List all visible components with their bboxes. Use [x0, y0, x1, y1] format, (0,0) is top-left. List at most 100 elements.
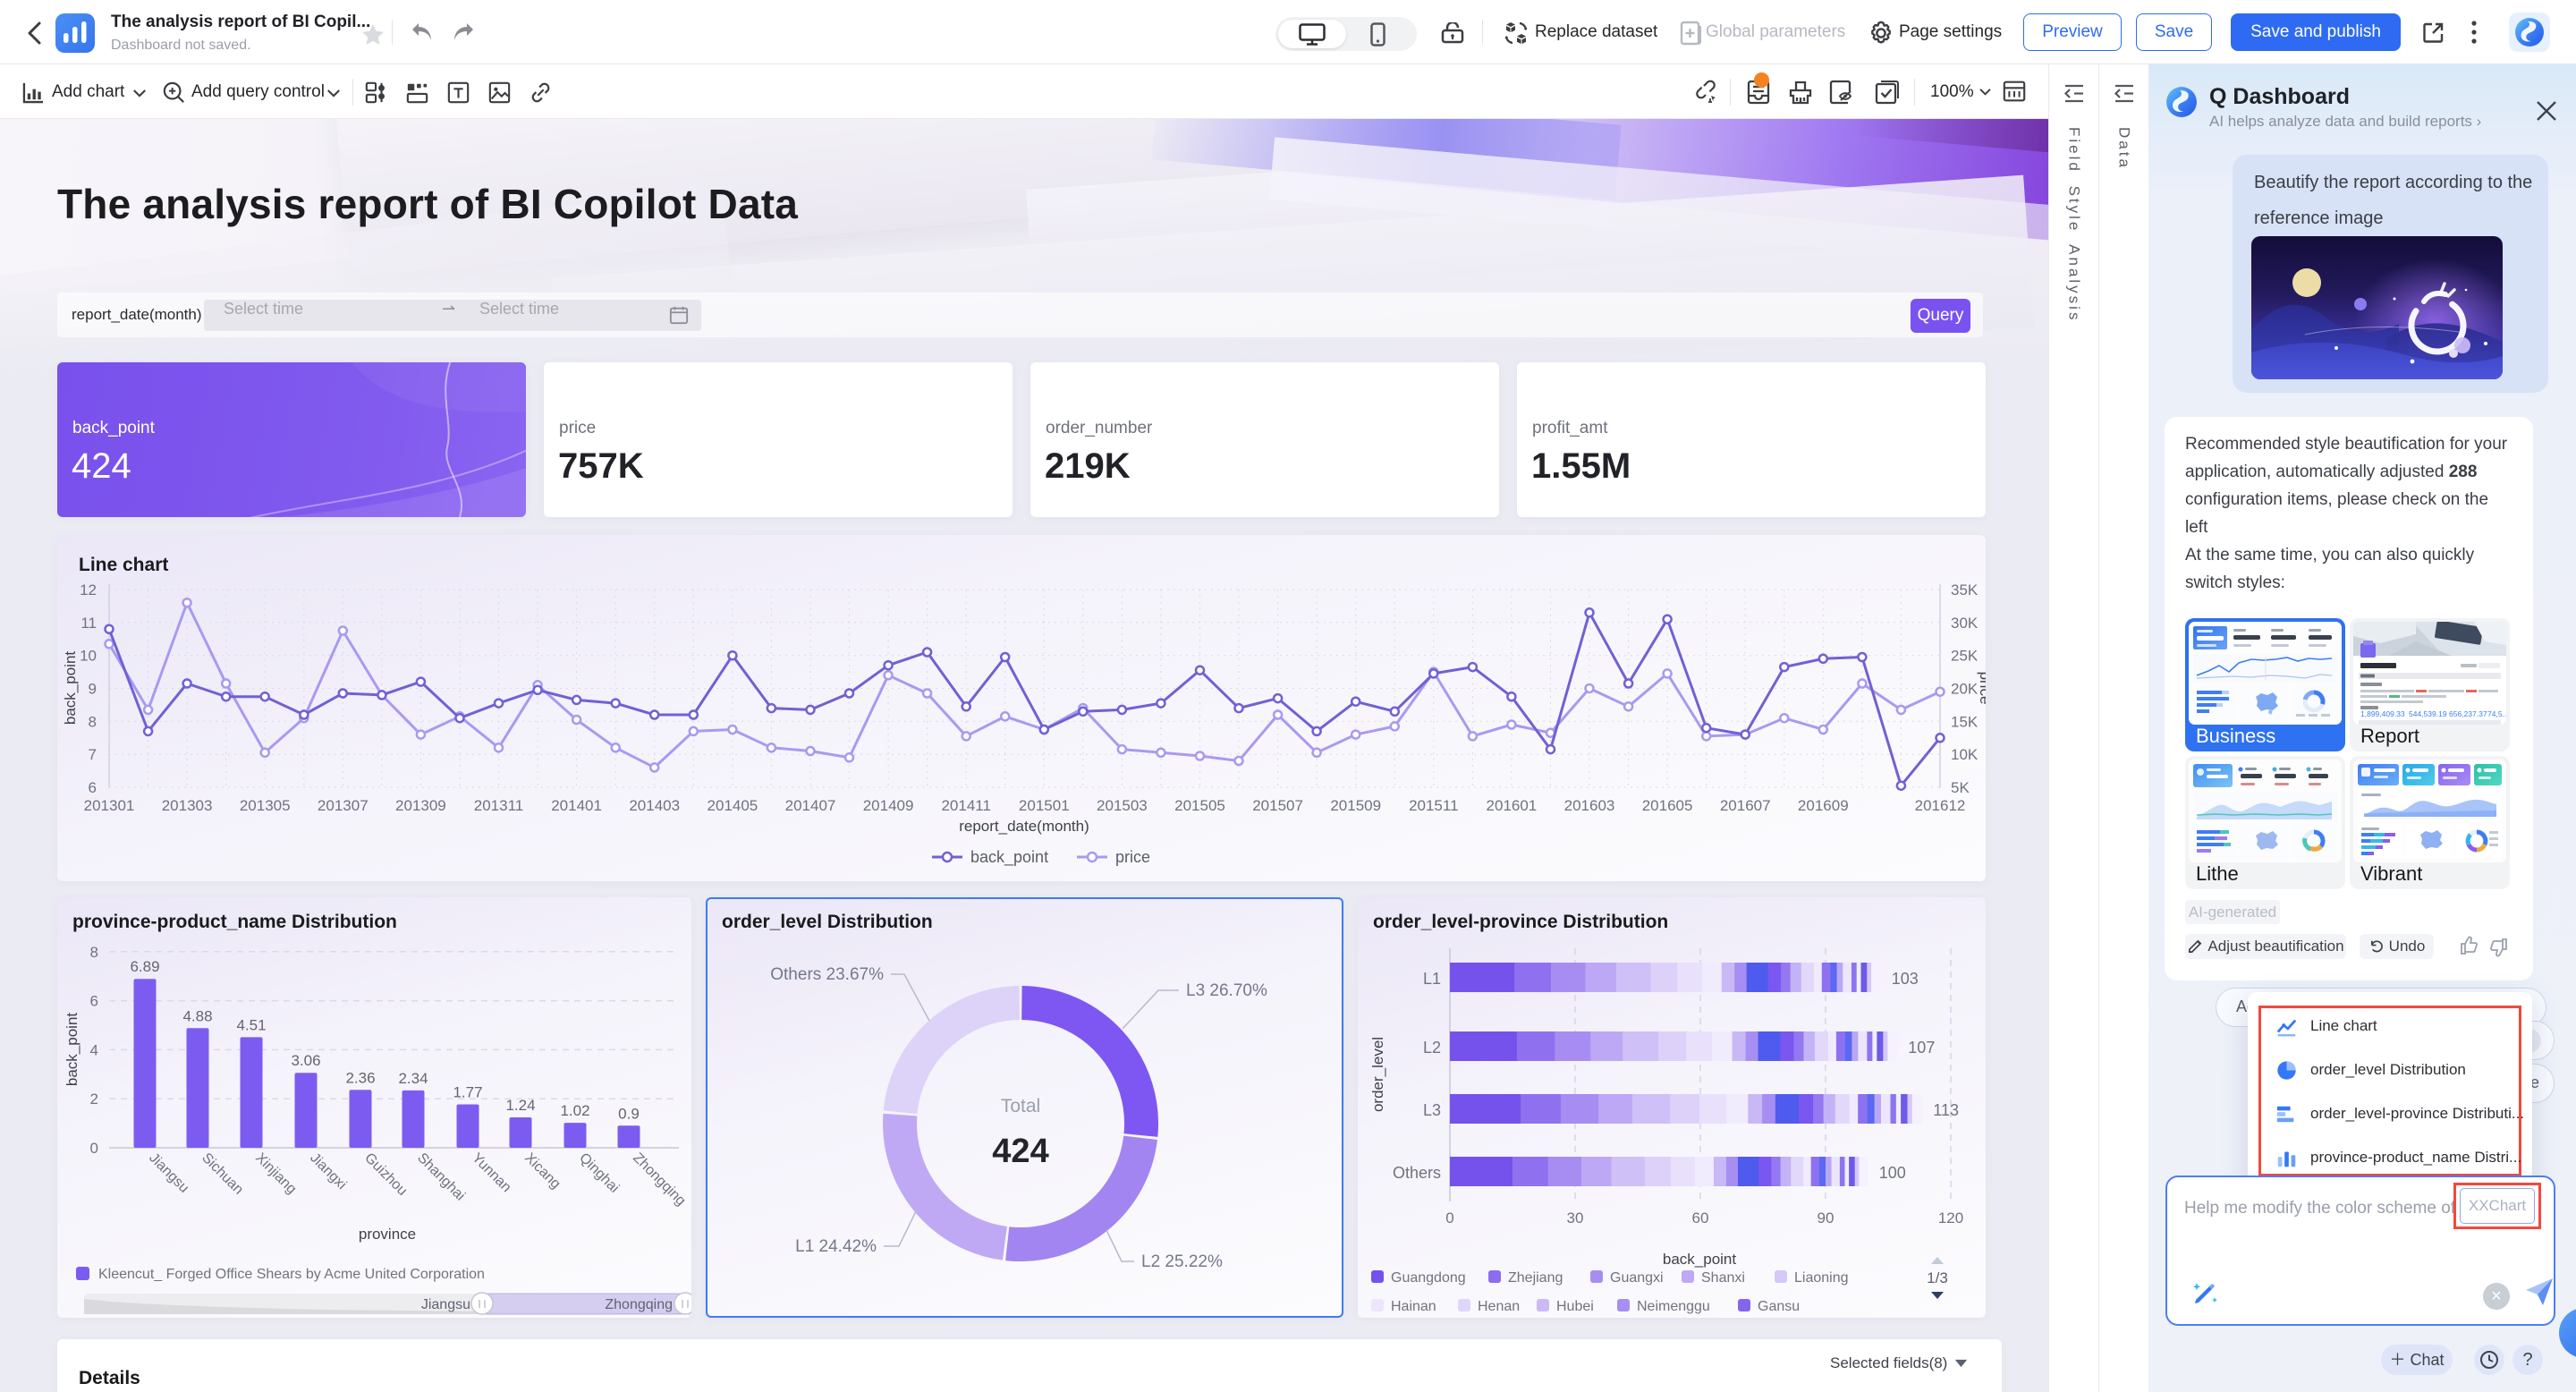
svg-text:6.89: 6.89 — [130, 958, 159, 975]
svg-text:0.9: 0.9 — [618, 1105, 640, 1122]
svg-text:8: 8 — [89, 713, 97, 730]
svg-text:Hubei: Hubei — [1556, 1299, 1594, 1314]
svg-text:30K: 30K — [1951, 615, 1979, 632]
svg-text:Gansu: Gansu — [1758, 1299, 1800, 1314]
svg-text:Guangdong: Guangdong — [1391, 1270, 1466, 1286]
svg-text:201603: 201603 — [1564, 797, 1615, 814]
svg-text:424: 424 — [992, 1133, 1048, 1170]
svg-text:60: 60 — [1692, 1210, 1709, 1226]
svg-text:656,237.37: 656,237.37 — [2449, 709, 2487, 718]
svg-text:Henan: Henan — [1478, 1299, 1520, 1314]
svg-text:Jiangxi: Jiangxi — [307, 1150, 349, 1193]
svg-text:5K: 5K — [1951, 779, 1970, 796]
svg-text:201403: 201403 — [629, 797, 680, 814]
svg-text:Total: Total — [1001, 1096, 1040, 1116]
svg-text:120: 120 — [1938, 1210, 1963, 1226]
svg-text:201501: 201501 — [1019, 797, 1070, 814]
svg-text:201601: 201601 — [1487, 797, 1538, 814]
svg-text:0: 0 — [1445, 1210, 1453, 1226]
svg-text:1/3: 1/3 — [1927, 1269, 1948, 1286]
svg-text:Zhejiang: Zhejiang — [1508, 1270, 1563, 1286]
svg-text:100: 100 — [1879, 1164, 1906, 1182]
svg-text:10K: 10K — [1951, 746, 1979, 763]
svg-text:2.36: 2.36 — [345, 1069, 375, 1086]
svg-text:35K: 35K — [1951, 581, 1979, 598]
svg-text:Others: Others — [1393, 1164, 1441, 1182]
svg-text:113: 113 — [1933, 1101, 1959, 1119]
svg-text:Guizhou: Guizhou — [361, 1150, 410, 1199]
svg-text:201505: 201505 — [1174, 797, 1225, 814]
svg-text:201605: 201605 — [1642, 797, 1693, 814]
svg-text:back_point: back_point — [64, 1013, 80, 1087]
svg-text:4: 4 — [90, 1041, 98, 1058]
svg-text:544,539.19: 544,539.19 — [2409, 709, 2447, 718]
svg-text:201507: 201507 — [1252, 797, 1303, 814]
svg-text:201411: 201411 — [941, 797, 990, 814]
svg-text:201511: 201511 — [1409, 797, 1458, 814]
svg-text:L1 24.42%: L1 24.42% — [795, 1237, 877, 1256]
svg-text:order_level: order_level — [1369, 1037, 1386, 1112]
svg-text:103: 103 — [1892, 970, 1919, 988]
svg-text:3.06: 3.06 — [291, 1052, 320, 1069]
svg-text:L3 26.70%: L3 26.70% — [1186, 981, 1267, 1000]
svg-text:12: 12 — [80, 581, 97, 598]
svg-text:Shanghai: Shanghai — [414, 1150, 468, 1204]
svg-text:1.24: 1.24 — [505, 1097, 535, 1114]
svg-text:Liaoning: Liaoning — [1794, 1270, 1849, 1286]
svg-text:201609: 201609 — [1798, 797, 1849, 814]
svg-text:2.34: 2.34 — [398, 1070, 428, 1087]
svg-text:201407: 201407 — [785, 797, 836, 814]
svg-text:90: 90 — [1818, 1210, 1835, 1226]
svg-text:4.51: 4.51 — [236, 1016, 266, 1033]
svg-text:0: 0 — [90, 1140, 98, 1157]
svg-text:201301: 201301 — [84, 797, 135, 814]
svg-text:L2 25.22%: L2 25.22% — [1141, 1252, 1223, 1271]
svg-text:201409: 201409 — [863, 797, 914, 814]
svg-text:7: 7 — [89, 746, 97, 763]
svg-text:2: 2 — [90, 1091, 98, 1108]
svg-text:4.88: 4.88 — [182, 1007, 212, 1024]
svg-text:Hainan: Hainan — [1391, 1299, 1436, 1314]
svg-text:201509: 201509 — [1330, 797, 1381, 814]
svg-text:10: 10 — [80, 648, 97, 665]
svg-text:Others 23.67%: Others 23.67% — [770, 965, 884, 984]
svg-text:20K: 20K — [1951, 681, 1979, 698]
svg-text:Xicang: Xicang — [521, 1150, 564, 1193]
svg-text:6: 6 — [89, 779, 97, 796]
svg-text:back_point: back_point — [970, 848, 1048, 867]
svg-text:201405: 201405 — [708, 797, 758, 814]
svg-text:L3: L3 — [1423, 1101, 1441, 1119]
svg-text:Kleencut_ Forged Office Shears: Kleencut_ Forged Office Shears by Acme U… — [98, 1267, 485, 1282]
svg-text:Yunnan: Yunnan — [469, 1150, 513, 1195]
svg-text:25K: 25K — [1951, 648, 1979, 665]
svg-text:report_date(month): report_date(month) — [959, 818, 1089, 835]
svg-text:1.77: 1.77 — [453, 1084, 482, 1101]
svg-text:107: 107 — [1908, 1039, 1935, 1057]
svg-text:15K: 15K — [1951, 713, 1979, 730]
svg-text:back_point: back_point — [1663, 1251, 1737, 1268]
svg-text:201305: 201305 — [240, 797, 291, 814]
svg-text:9: 9 — [89, 681, 97, 698]
svg-text:6: 6 — [90, 993, 98, 1010]
svg-text:1.02: 1.02 — [560, 1102, 589, 1119]
svg-text:201303: 201303 — [162, 797, 213, 814]
svg-text:201311: 201311 — [474, 797, 523, 814]
svg-text:1,899,409.33: 1,899,409.33 — [2360, 709, 2405, 718]
svg-text:L1: L1 — [1423, 970, 1441, 988]
svg-text:L2: L2 — [1423, 1039, 1441, 1057]
svg-text:11: 11 — [80, 615, 97, 632]
svg-text:Qinghai: Qinghai — [576, 1150, 622, 1196]
svg-text:Neimenggu: Neimenggu — [1637, 1299, 1710, 1314]
svg-text:Zhongqing: Zhongqing — [630, 1150, 688, 1209]
svg-text:201612: 201612 — [1915, 797, 1966, 814]
svg-text:Zhongqing: Zhongqing — [605, 1297, 673, 1312]
svg-text:Guangxi: Guangxi — [1610, 1270, 1664, 1286]
svg-text:Xinjiang: Xinjiang — [252, 1150, 299, 1197]
svg-text:30: 30 — [1567, 1210, 1584, 1226]
svg-text:201503: 201503 — [1097, 797, 1148, 814]
svg-text:price: price — [1977, 672, 1986, 705]
svg-text:201309: 201309 — [395, 797, 446, 814]
svg-text:8: 8 — [90, 944, 98, 961]
svg-text:201307: 201307 — [318, 797, 369, 814]
svg-text:Jiangsu: Jiangsu — [146, 1150, 191, 1196]
